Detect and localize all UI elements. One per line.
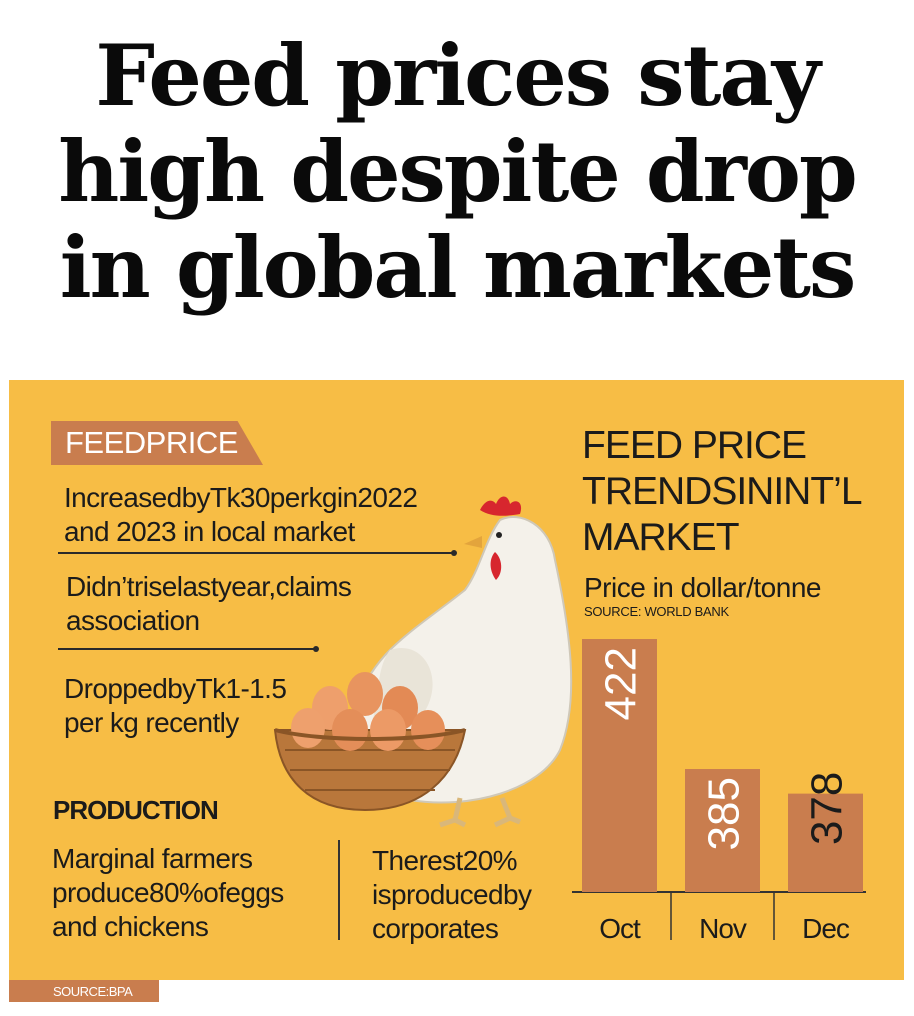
bar-value-label: 378 [803, 772, 852, 845]
headline-line-2: high despite drop [58, 122, 857, 221]
feed-price-tag-label: FEEDPRICE [65, 425, 238, 460]
x-tick-label: Dec [802, 913, 850, 944]
headline: Feed prices stay high despite drop in gl… [0, 28, 914, 316]
feed-price-tag: FEEDPRICE [51, 421, 263, 465]
chart-subtitle: Price in dollar/tonne [584, 572, 821, 603]
bar-value-label: 385 [700, 777, 749, 850]
chart-title-line-3: MARKET [582, 516, 740, 559]
chart-source: SOURCE: WORLD BANK [584, 604, 729, 619]
bullet-3: DroppedbyTk1-1.5 per kg recently [64, 672, 287, 740]
egg-basket-icon [273, 672, 467, 812]
headline-line-1: Feed prices stay [95, 26, 820, 125]
chart-title-line-2: TRENDSININT’L [582, 470, 863, 513]
bullet-1-line-1: IncreasedbyTk30perkgin2022 [64, 482, 418, 513]
production-right-line-2: isproducedby [372, 879, 532, 910]
bar-value-label: 422 [597, 647, 646, 720]
bullet-2-line-1: Didn’triselastyear,claims [66, 571, 352, 602]
bullet-divider-2 [58, 646, 319, 652]
footer-source: SOURCE:BPA [53, 984, 133, 999]
x-tick-label: Nov [699, 913, 747, 944]
bullet-3-line-1: DroppedbyTk1-1.5 [64, 673, 287, 704]
chart-title: FEED PRICE TRENDSININT’L MARKET [582, 423, 863, 561]
bullet-1-line-2: and 2023 in local market [64, 516, 355, 547]
footer-source-badge: SOURCE:BPA [9, 980, 159, 1002]
bar-chart: 422 Oct 385 Nov 378 Dec [572, 639, 866, 944]
production-right-line-1: Therest20% [372, 845, 518, 876]
headline-line-3: in global markets [59, 218, 857, 317]
chart-title-line-1: FEED PRICE [582, 424, 807, 467]
production-left-line-1: Marginal farmers [52, 843, 253, 874]
bar-oct [582, 639, 657, 892]
production-left-text: Marginal farmers produce80%ofeggs and ch… [52, 842, 284, 944]
bar-nov [685, 769, 760, 892]
bullet-2: Didn’triselastyear,claims association [66, 570, 352, 638]
production-right-line-3: corporates [372, 913, 499, 944]
bullet-1: IncreasedbyTk30perkgin2022 and 2023 in l… [64, 481, 418, 549]
bar-dec [788, 793, 863, 892]
bullet-2-line-2: association [66, 605, 200, 636]
bullet-divider-1 [58, 550, 457, 556]
hen-and-eggs-illustration [273, 496, 573, 828]
production-left-line-2: produce80%ofeggs [52, 877, 284, 908]
production-divider [338, 840, 340, 940]
x-tick-label: Oct [599, 913, 641, 944]
production-right-text: Therest20% isproducedby corporates [372, 844, 532, 946]
production-heading: PRODUCTION [53, 795, 219, 825]
production-left-line-3: and chickens [52, 911, 209, 942]
bullet-3-line-2: per kg recently [64, 707, 239, 738]
